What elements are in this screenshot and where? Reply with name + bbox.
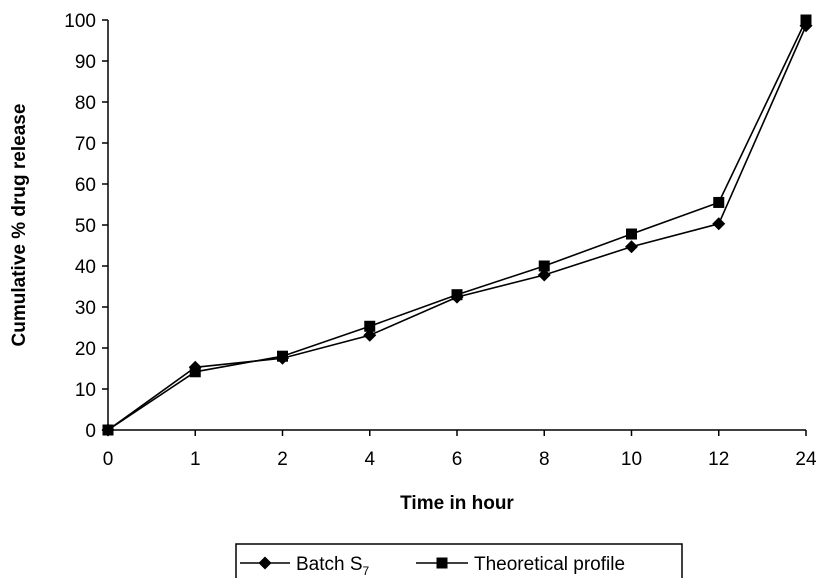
- y-tick-label: 40: [75, 257, 96, 278]
- y-tick-label: 50: [75, 216, 96, 237]
- square-marker: [713, 196, 725, 208]
- x-tick-label: 12: [708, 449, 729, 470]
- x-tick-label: 8: [539, 449, 550, 470]
- square-marker: [626, 228, 637, 240]
- square-marker: [364, 320, 376, 332]
- x-tick-label: 24: [795, 449, 817, 470]
- x-tick-label: 4: [364, 449, 375, 470]
- y-tick-label: 10: [75, 380, 96, 401]
- square-marker: [800, 14, 812, 26]
- y-ticks: 0 10 20 30 40 50 60 70 80 90 100: [64, 11, 108, 442]
- y-axis-title: Cumulative % drug release: [9, 104, 30, 347]
- x-tick-label: 1: [190, 449, 201, 470]
- y-tick-label: 90: [75, 52, 96, 73]
- diamond-marker: [363, 328, 377, 342]
- x-tick-label: 10: [621, 449, 642, 470]
- square-marker: [189, 366, 201, 378]
- y-tick-label: 70: [75, 134, 96, 155]
- legend-marker-1: [258, 556, 272, 570]
- x-tick-label: 0: [103, 449, 114, 470]
- square-marker: [451, 289, 463, 301]
- y-tick-label: 20: [75, 339, 96, 360]
- square-marker: [277, 350, 288, 362]
- y-tick-label: 60: [75, 175, 96, 196]
- series-markers: [101, 14, 813, 437]
- x-axis-title: Time in hour: [400, 493, 514, 514]
- legend-label-2: Theoretical profile: [474, 554, 625, 575]
- y-tick-label: 100: [64, 11, 96, 32]
- x-ticks: 0 1 2 4 6 8 10 12 24: [103, 430, 817, 470]
- legend-series-subscript: 7: [363, 564, 370, 578]
- diamond-marker: [625, 240, 638, 254]
- legend-marker-2: [436, 557, 448, 569]
- x-tick-label: 6: [452, 449, 463, 470]
- y-tick-label: 30: [75, 298, 96, 319]
- y-tick-label: 80: [75, 93, 96, 114]
- legend-series-name: Theoretical profile: [474, 554, 625, 575]
- diamond-marker: [712, 217, 726, 231]
- y-tick-label: 0: [85, 421, 96, 442]
- legend-series-name: Batch S: [296, 554, 363, 575]
- x-tick-label: 2: [277, 449, 288, 470]
- legend-box: [235, 543, 683, 578]
- diamond-marker: [537, 268, 551, 282]
- square-marker: [102, 424, 114, 436]
- square-marker: [538, 260, 550, 272]
- series-line-2: [107, 19, 807, 431]
- legend: Batch S7 Theoretical profile: [235, 543, 683, 578]
- legend-label-1: Batch S7: [296, 554, 370, 578]
- series-lines: [107, 19, 807, 431]
